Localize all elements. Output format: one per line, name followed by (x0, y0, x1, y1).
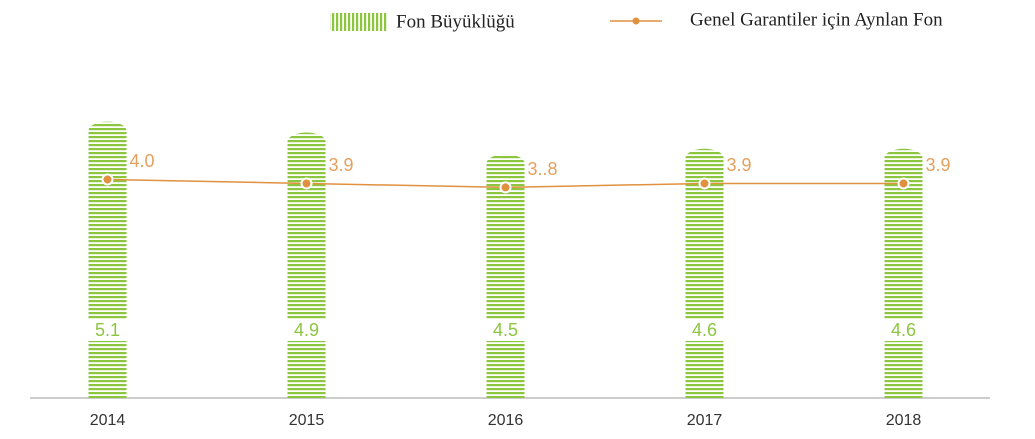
line-point (499, 181, 512, 194)
x-tick-label: 2015 (289, 412, 325, 429)
line-value-label: 3..8 (528, 159, 558, 179)
line-point (897, 177, 910, 190)
bar-value-label: 4.9 (294, 320, 319, 340)
bar-value-label: 4.5 (493, 320, 518, 340)
bar-value-label: 4.6 (891, 320, 916, 340)
legend-label: Fon Büyüklüğü (396, 11, 515, 32)
bar-label-bg (287, 319, 326, 341)
bar-label-bg (88, 319, 127, 341)
legend-line-icon-dot (632, 17, 640, 25)
bar-value-label: 4.6 (692, 320, 717, 340)
line-point (101, 173, 114, 186)
line-value-label: 3.9 (727, 155, 752, 175)
legend-label: Genel Garantiler için Aynlan Fon (690, 9, 943, 30)
x-tick-label: 2014 (90, 412, 126, 429)
x-tick-label: 2018 (886, 412, 922, 429)
bar-value-label: 5.1 (95, 320, 120, 340)
bar-label-bg (884, 319, 923, 341)
x-tick-label: 2016 (488, 412, 524, 429)
bar (287, 132, 326, 398)
bar-label-bg (685, 319, 724, 341)
line-value-label: 3.9 (329, 155, 354, 175)
line-point (300, 177, 313, 190)
line-value-label: 4.0 (130, 151, 155, 171)
legend-bar-icon (330, 13, 388, 31)
line-value-label: 3.9 (926, 155, 951, 175)
x-tick-label: 2017 (687, 412, 723, 429)
line-point (698, 177, 711, 190)
bar (88, 121, 127, 399)
bar-label-bg (486, 319, 525, 341)
